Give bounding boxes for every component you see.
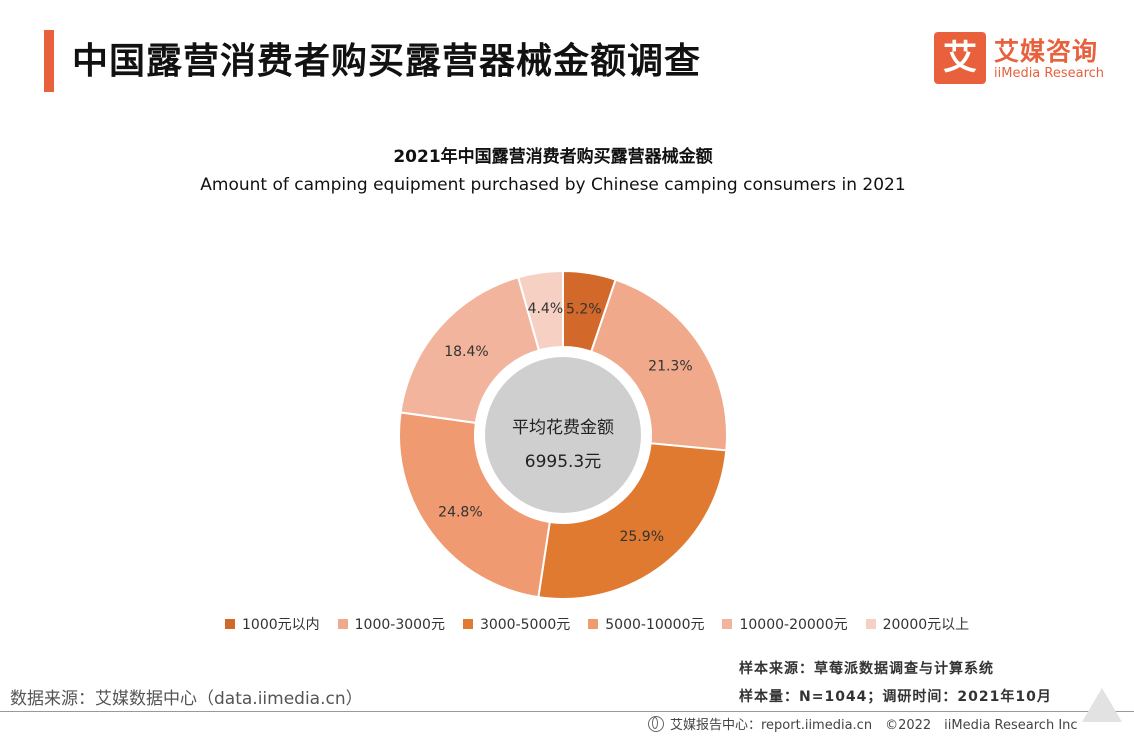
logo-text-en: iiMedia Research — [994, 66, 1105, 81]
legend-swatch — [865, 619, 876, 629]
center-disc — [485, 357, 641, 513]
page-title: 中国露营消费者购买露营器械金额调查 — [72, 41, 702, 82]
data-source: 数据来源：艾媒数据中心（data.iimedia.cn） — [10, 689, 363, 709]
chart-legend: 1000元以内 1000-3000元 3000-5000元 5000-10000元 10… — [225, 614, 969, 634]
legend-swatch — [588, 619, 599, 629]
legend-label: 3000-5000元 — [479, 617, 571, 633]
legend-swatch — [337, 619, 348, 629]
center-value: 6995.3元 — [525, 452, 601, 472]
footer-divider — [0, 711, 1134, 712]
sample-info: 样本量：N=1044；调研时间：2021年10月 — [739, 689, 1052, 705]
legend-label: 20000元以上 — [882, 617, 970, 633]
legend-item: 10000-20000元 — [722, 614, 848, 634]
legend-label: 10000-20000元 — [739, 617, 848, 633]
logo-mark: 艾 — [934, 32, 986, 84]
chart-subtitle: Amount of camping equipment purchased by… — [200, 175, 906, 195]
legend-label: 5000-10000元 — [605, 617, 705, 633]
report-center-text: 艾媒报告中心：report.iimedia.cn ©2022 iiMedia R… — [670, 718, 1078, 733]
slice-label: 4.4% — [528, 301, 564, 317]
legend-swatch — [722, 619, 733, 629]
legend-label: 1000-3000元 — [354, 617, 445, 633]
logo-text-cn: 艾媒咨询 — [994, 37, 1099, 66]
brand-logo: 艾 艾媒咨询 iiMedia Research — [934, 30, 1124, 90]
legend-swatch — [462, 619, 473, 629]
globe-icon — [648, 715, 664, 732]
legend-item: 1000-3000元 — [337, 614, 445, 634]
slice-label: 25.9% — [620, 529, 664, 545]
report-center: 艾媒报告中心：report.iimedia.cn ©2022 iiMedia R… — [648, 714, 1078, 733]
slice-label: 24.8% — [438, 505, 482, 521]
chart-title: 2021年中国露营消费者购买露营器械金额 — [393, 147, 713, 167]
slice-label: 18.4% — [444, 344, 488, 360]
sample-source: 样本来源：草莓派数据调查与计算系统 — [739, 661, 994, 677]
slice-label: 21.3% — [648, 358, 692, 374]
legend-label: 1000元以内 — [242, 617, 320, 633]
title-accent-bar — [44, 30, 54, 92]
watermark-icon — [1082, 688, 1122, 722]
center-label: 平均花费金额 — [512, 418, 614, 438]
legend-item: 20000元以上 — [865, 614, 970, 634]
legend-item: 3000-5000元 — [462, 614, 571, 634]
legend-item: 1000元以内 — [225, 614, 320, 634]
legend-swatch — [225, 619, 235, 629]
slice-label: 5.2% — [566, 302, 602, 318]
legend-item: 5000-10000元 — [588, 614, 704, 634]
